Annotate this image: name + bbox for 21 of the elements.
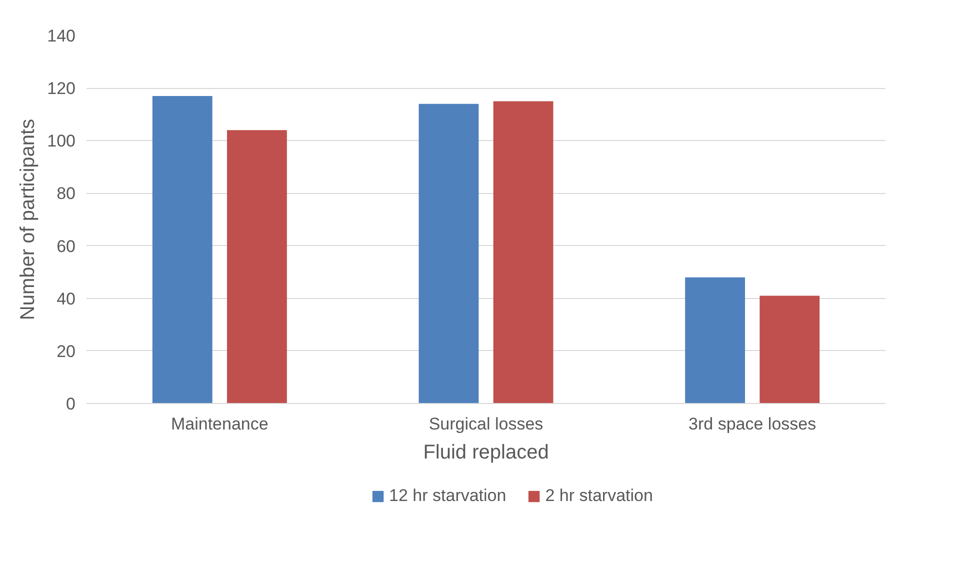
bar [152, 96, 212, 404]
y-tick-label: 20 [56, 342, 76, 361]
y-tick-label: 100 [47, 132, 76, 151]
y-tick-label: 120 [47, 79, 76, 98]
bar [226, 130, 287, 404]
x-tick-label: Surgical losses [428, 414, 544, 434]
y-tick-label: 60 [56, 236, 76, 256]
bar [493, 101, 554, 404]
bar [685, 277, 746, 404]
y-tick-label: 0 [66, 394, 76, 414]
y-axis-title: Number of participants [17, 118, 40, 320]
bar [418, 104, 479, 404]
legend-label: 12 hr starvation [389, 486, 506, 506]
legend-label: 2 hr starvation [545, 486, 653, 506]
bar [760, 296, 820, 404]
y-tick-label: 40 [56, 289, 76, 308]
y-tick-label: 80 [56, 184, 76, 204]
y-tick-label: 140 [47, 26, 76, 46]
x-tick-label: Maintenance [170, 414, 268, 434]
x-tick-label: 3rd space losses [688, 414, 816, 434]
x-axis-title: Fluid replaced [423, 442, 549, 464]
